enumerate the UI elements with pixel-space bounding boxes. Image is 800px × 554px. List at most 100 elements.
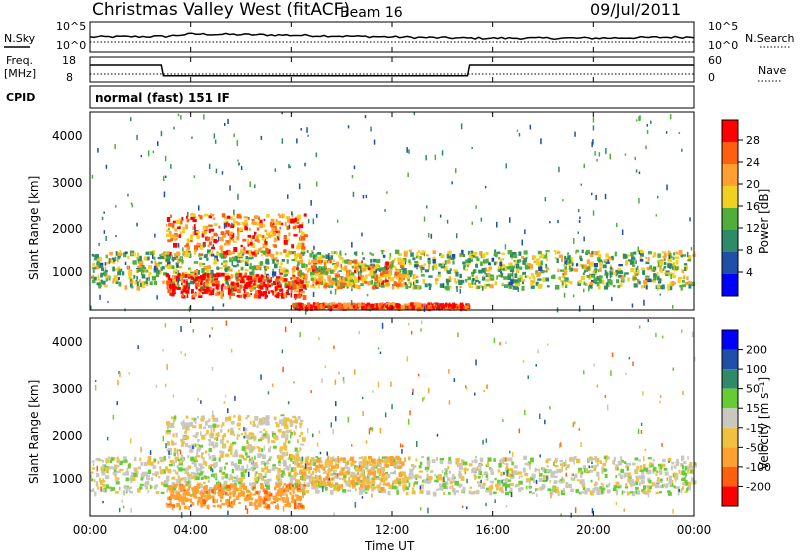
heatmap-cell	[300, 293, 303, 297]
heatmap-cell	[147, 490, 150, 494]
heatmap-cell	[308, 268, 310, 272]
colorbar-swatch	[722, 274, 738, 296]
heatmap-cell	[124, 251, 128, 255]
heatmap-cell	[665, 270, 670, 273]
heatmap-cell	[330, 459, 333, 463]
heatmap-cell	[248, 257, 253, 260]
heatmap-cell	[475, 263, 478, 268]
heatmap-cell	[596, 276, 601, 281]
heatmap-cell	[268, 290, 270, 294]
heatmap-cell	[108, 258, 111, 264]
heatmap-cell	[577, 208, 580, 213]
heatmap-cell	[421, 484, 424, 487]
heatmap-cell	[220, 272, 225, 277]
heatmap-cell	[261, 238, 265, 241]
heatmap-cell	[675, 259, 679, 265]
heatmap-cell	[224, 253, 227, 258]
heatmap-cell	[387, 262, 392, 267]
heatmap-cell	[528, 485, 532, 489]
heatmap-cell	[314, 304, 317, 307]
heatmap-cell	[187, 275, 191, 278]
heatmap-cell	[139, 457, 142, 462]
heatmap-cell	[502, 282, 505, 286]
heatmap-cell	[500, 490, 504, 494]
heatmap-cell	[246, 464, 249, 469]
heatmap-cell	[285, 434, 289, 439]
heatmap-cell	[668, 475, 671, 480]
heatmap-cell	[578, 305, 581, 312]
heatmap-cell	[275, 481, 279, 485]
heatmap-cell	[137, 466, 142, 470]
heatmap-cell	[374, 278, 377, 281]
heatmap-cell	[314, 468, 317, 471]
heatmap-cell	[412, 465, 415, 470]
heatmap-cell	[217, 259, 219, 262]
heatmap-cell	[613, 272, 617, 275]
heatmap-cell	[508, 285, 512, 289]
heatmap-cell	[299, 497, 302, 502]
heatmap-cell	[241, 477, 244, 482]
heatmap-cell	[201, 434, 206, 440]
heatmap-cell	[225, 417, 229, 421]
heatmap-cell	[671, 281, 675, 286]
heatmap-cell	[656, 470, 659, 473]
heatmap-cell	[324, 285, 327, 289]
heatmap-cell	[369, 303, 374, 307]
heatmap-cell	[297, 261, 300, 266]
heatmap-cell	[296, 302, 298, 309]
heatmap-cell	[187, 505, 190, 511]
heatmap-cell	[211, 457, 214, 462]
power-cbar-tick: 4	[746, 266, 753, 279]
heatmap-cell	[294, 502, 297, 508]
heatmap-cell	[512, 285, 517, 290]
heatmap-cell	[178, 243, 180, 249]
heatmap-cell	[667, 284, 670, 288]
heatmap-cell	[499, 488, 504, 492]
heatmap-cell	[227, 118, 229, 125]
heatmap-cell	[354, 270, 357, 274]
heatmap-cell	[121, 460, 125, 463]
heatmap-cell	[376, 268, 380, 271]
heatmap-cell	[228, 268, 233, 272]
heatmap-cell	[318, 276, 323, 282]
heatmap-cell	[592, 125, 595, 131]
heatmap-cell	[401, 274, 406, 277]
heatmap-cell	[234, 463, 238, 468]
heatmap-cell	[523, 257, 528, 262]
heatmap-cell	[321, 466, 324, 471]
heatmap-cell	[192, 231, 195, 236]
heatmap-cell	[538, 470, 541, 475]
heatmap-cell	[226, 493, 229, 496]
heatmap-cell	[559, 459, 564, 463]
heatmap-cell	[214, 292, 218, 297]
heatmap-cell	[364, 304, 368, 307]
heatmap-cell	[375, 274, 379, 279]
heatmap-cell	[395, 460, 400, 465]
heatmap-cell	[190, 216, 195, 220]
heatmap-cell	[265, 288, 267, 291]
heatmap-cell	[296, 505, 299, 509]
heatmap-cell	[172, 291, 176, 295]
heatmap-cell	[641, 479, 645, 485]
heatmap-cell	[272, 275, 274, 278]
heatmap-cell	[246, 455, 251, 458]
heatmap-cell	[127, 255, 130, 259]
heatmap-cell	[501, 252, 505, 255]
heatmap-cell	[184, 478, 187, 483]
heatmap-cell	[338, 270, 342, 272]
heatmap-cell	[212, 465, 217, 469]
heatmap-cell	[560, 478, 563, 481]
heatmap-cell	[292, 276, 297, 280]
heatmap-cell	[168, 463, 173, 467]
heatmap-cell	[426, 205, 428, 209]
heatmap-cell	[178, 505, 182, 511]
heatmap-cell	[273, 497, 279, 503]
heatmap-cell	[180, 438, 184, 442]
freq-label-2: [MHz]	[4, 67, 36, 80]
heatmap-cell	[210, 441, 215, 447]
heatmap-cell	[635, 169, 638, 173]
heatmap-cell	[235, 478, 240, 483]
heatmap-cell	[211, 235, 214, 241]
heatmap-cell	[254, 215, 259, 219]
heatmap-cell	[475, 455, 478, 459]
